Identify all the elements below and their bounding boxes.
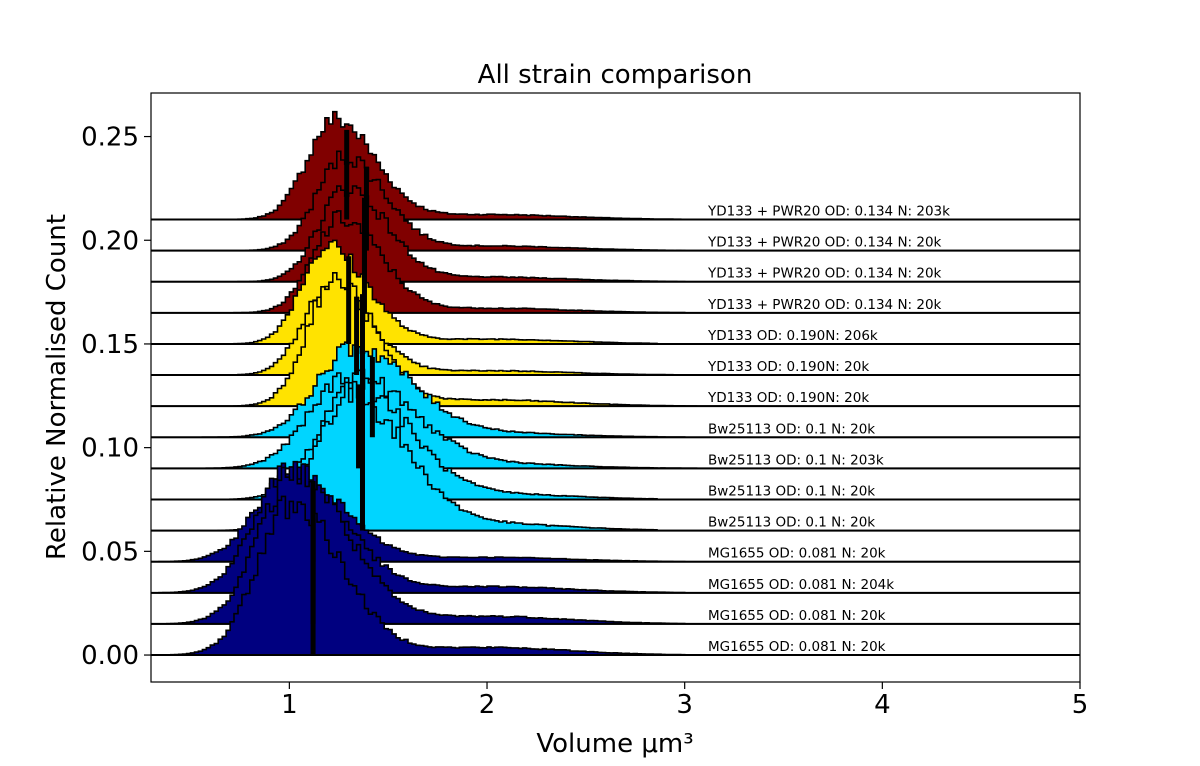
histogram-series: [151, 495, 1080, 656]
y-axis-ticks: 0.00 0.05 0.10 0.15 0.20 0.25: [81, 123, 151, 671]
x-tick-label: 4: [874, 690, 891, 720]
series-label: Bw25113 OD: 0.1 N: 20k: [708, 515, 875, 531]
x-tick-label: 5: [1072, 690, 1089, 720]
y-tick-label: 0.25: [81, 123, 139, 153]
chart-title: All strain comparison: [478, 60, 753, 90]
x-tick-label: 2: [479, 690, 496, 720]
series-label: Bw25113 OD: 0.1 N: 20k: [708, 421, 875, 437]
series-label: MG1655 OD: 0.081 N: 204k: [708, 577, 894, 593]
series-label: MG1655 OD: 0.081 N: 20k: [708, 639, 886, 655]
series-label: MG1655 OD: 0.081 N: 20k: [708, 546, 886, 562]
plot-frame: [150, 92, 1081, 683]
x-axis-label: Volume μm³: [536, 729, 693, 759]
y-tick-label: 0.15: [81, 330, 139, 360]
series-labels: MG1655 OD: 0.081 N: 20k MG1655 OD: 0.081 …: [707, 204, 950, 656]
y-tick-label: 0.20: [81, 226, 139, 256]
x-tick-label: 3: [676, 690, 693, 720]
y-tick-label: 0.10: [81, 434, 139, 464]
y-tick-label: 0.05: [81, 537, 139, 567]
series-label: MG1655 OD: 0.081 N: 20k: [708, 608, 886, 624]
series-label: Bw25113 OD: 0.1 N: 20k: [708, 483, 875, 499]
series-label: YD133 + PWR20 OD: 0.134 N: 20k: [707, 266, 942, 282]
x-tick-label: 1: [281, 690, 298, 720]
series-label: YD133 OD: 0.190N: 206k: [707, 328, 878, 344]
series-label: YD133 + PWR20 OD: 0.134 N: 20k: [707, 297, 942, 313]
y-axis-label: Relative Normalised Count: [42, 214, 72, 560]
mean-markers: [310, 129, 375, 656]
x-axis-ticks: 1 2 3 4 5: [281, 682, 1088, 720]
series-label: Bw25113 OD: 0.1 N: 203k: [708, 452, 884, 468]
series-label: YD133 OD: 0.190N: 20k: [707, 359, 869, 375]
plot-area: [151, 110, 1080, 657]
series-label: YD133 OD: 0.190N: 20k: [707, 390, 869, 406]
series-label: YD133 + PWR20 OD: 0.134 N: 203k: [707, 204, 950, 220]
y-tick-label: 0.00: [81, 641, 139, 671]
series-label: YD133 + PWR20 OD: 0.134 N: 20k: [707, 235, 942, 251]
